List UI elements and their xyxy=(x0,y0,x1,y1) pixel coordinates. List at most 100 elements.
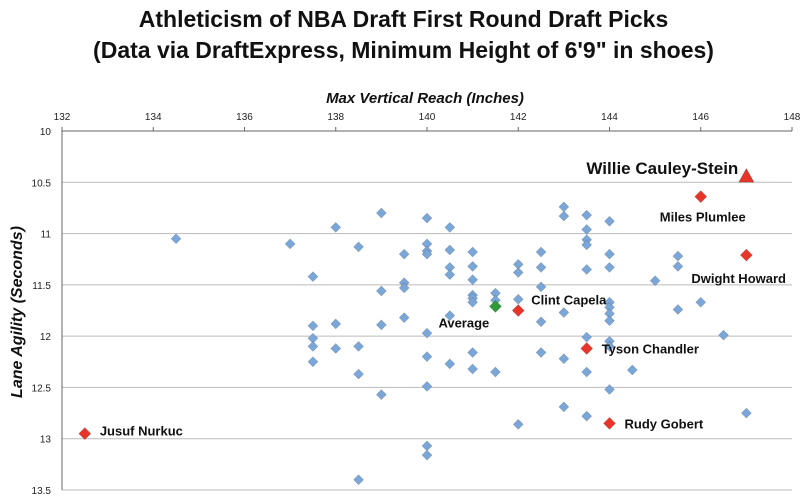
draft-picks-point-59 xyxy=(558,307,570,318)
draft-picks-point-38 xyxy=(467,260,479,272)
annotation-tyson-chandler: Tyson Chandler xyxy=(602,341,699,356)
draft-picks-point-16 xyxy=(375,319,387,331)
highlighted-players-point-3 xyxy=(580,342,594,355)
annotations: Willie Cauley-Stein Miles Plumlee Dwight H… xyxy=(100,159,786,438)
draft-picks-point-50 xyxy=(512,293,524,305)
draft-picks-point-76 xyxy=(604,315,615,327)
draft-picks-point-84 xyxy=(672,304,684,315)
draft-picks-point-13 xyxy=(353,474,364,486)
draft-picks-point-37 xyxy=(467,246,479,258)
annotation-clint-capela: Clint Capela xyxy=(531,293,607,308)
draft-picks-point-27 xyxy=(421,351,433,363)
draft-picks-point-85 xyxy=(695,296,707,308)
draft-picks-point-87 xyxy=(740,407,752,419)
x-tick-label-8: 148 xyxy=(784,112,801,123)
draft-picks-point-71 xyxy=(604,248,615,260)
draft-picks-point-12 xyxy=(353,368,364,380)
draft-picks-point-1 xyxy=(284,238,296,250)
draft-picks-point-70 xyxy=(604,215,615,227)
draft-picks-point-81 xyxy=(649,275,661,287)
x-tick-label-0: 132 xyxy=(54,112,71,123)
data-points xyxy=(78,167,755,486)
annotation-average: Average xyxy=(438,315,489,330)
x-tick-label-5: 142 xyxy=(510,112,527,123)
y-tick-label-4: 12 xyxy=(40,332,52,343)
draft-picks-point-25 xyxy=(421,248,433,260)
draft-picks-point-82 xyxy=(672,250,684,262)
annotation-rudy-gobert: Rudy Gobert xyxy=(625,416,704,431)
chart-title: Athleticism of NBA Draft First Round Dra… xyxy=(138,6,669,32)
draft-picks-point-15 xyxy=(375,285,387,297)
draft-picks-point-17 xyxy=(375,389,387,401)
annotation-willie-cauley-stein: Willie Cauley-Stein xyxy=(586,159,738,178)
draft-picks-point-28 xyxy=(421,380,433,392)
draft-picks-point-79 xyxy=(604,384,615,395)
draft-picks-point-67 xyxy=(581,331,593,343)
grid-lines xyxy=(62,130,792,491)
draft-picks-point-78 xyxy=(604,340,615,352)
chart-subtitle: (Data via DraftExpress, Minimum Height o… xyxy=(93,37,714,63)
draft-picks-point-65 xyxy=(581,239,593,251)
draft-picks-point-56 xyxy=(535,347,547,358)
draft-picks-point-68 xyxy=(581,366,593,378)
x-tick-label-7: 146 xyxy=(692,112,709,123)
draft-picks-point-14 xyxy=(375,207,387,219)
x-tick-label-3: 138 xyxy=(327,112,344,123)
draft-picks-point-2 xyxy=(307,271,319,283)
x-tick-label-6: 144 xyxy=(601,112,618,123)
draft-picks-point-20 xyxy=(398,282,410,294)
y-axis-label: Lane Agility (Seconds) xyxy=(9,226,26,398)
draft-picks-point-52 xyxy=(535,246,547,258)
draft-picks-point-6 xyxy=(307,356,319,368)
draft-picks-point-39 xyxy=(467,274,479,286)
highlighted-players-point-4 xyxy=(603,416,616,430)
y-tick-label-7: 13.5 xyxy=(32,486,52,497)
draft-picks-point-44 xyxy=(467,363,479,375)
draft-picks-point-22 xyxy=(421,212,433,224)
y-tick-label-0: 10 xyxy=(40,127,52,138)
y-tick-label-2: 11 xyxy=(41,230,52,241)
draft-picks-point-36 xyxy=(444,358,456,370)
y-tick-label-3: 11.5 xyxy=(32,281,51,292)
annotation-miles-plumlee: Miles Plumlee xyxy=(660,210,746,225)
draft-picks-point-7 xyxy=(330,221,342,233)
draft-picks-point-83 xyxy=(672,260,684,272)
draft-picks-point-26 xyxy=(421,327,433,339)
draft-picks-point-66 xyxy=(581,264,593,275)
draft-picks-point-11 xyxy=(353,340,364,352)
draft-picks-point-29 xyxy=(421,440,433,452)
draft-picks-point-30 xyxy=(421,449,433,461)
x-tick-label-2: 136 xyxy=(236,112,253,123)
draft-picks-point-51 xyxy=(512,418,524,430)
draft-picks-point-72 xyxy=(604,261,615,273)
annotation-jusuf-nurkuc: Jusuf Nurkuc xyxy=(100,424,183,439)
draft-picks-point-57 xyxy=(558,201,570,213)
draft-picks-point-8 xyxy=(330,318,342,330)
y-tick-label-1: 10.5 xyxy=(32,178,52,189)
draft-picks-point-86 xyxy=(718,329,729,341)
annotation-dwight-howard: Dwight Howard xyxy=(691,271,786,286)
draft-picks-point-69 xyxy=(581,410,593,422)
draft-picks-point-49 xyxy=(512,267,524,278)
highlighted-players-point-0 xyxy=(694,190,708,204)
highlighted-players-point-2 xyxy=(511,304,525,317)
y-tick-label-6: 13 xyxy=(40,435,52,446)
draft-picks-point-31 xyxy=(444,221,456,233)
draft-picks-point-54 xyxy=(535,281,547,293)
draft-picks-point-58 xyxy=(558,210,570,222)
x-tick-label-4: 140 xyxy=(419,112,436,123)
axes: 10 10.5 11 11.5 12 12.5 13 13.5 132 134 136 138 140 1… xyxy=(32,112,801,497)
highlighted-players-point-1 xyxy=(739,248,753,262)
draft-picks-point-60 xyxy=(558,353,570,365)
draft-picks-point-9 xyxy=(330,343,342,354)
draft-picks-point-21 xyxy=(398,312,410,324)
draft-picks-point-55 xyxy=(535,316,547,328)
draft-picks-point-35 xyxy=(444,310,456,322)
y-tick-label-5: 12.5 xyxy=(32,383,52,394)
draft-picks-point-18 xyxy=(398,248,410,260)
x-tick-label-1: 134 xyxy=(145,112,162,123)
draft-picks-point-53 xyxy=(535,261,547,273)
draft-picks-point-10 xyxy=(353,241,364,253)
draft-picks-point-43 xyxy=(467,347,479,358)
draft-picks-point-0 xyxy=(170,233,182,245)
